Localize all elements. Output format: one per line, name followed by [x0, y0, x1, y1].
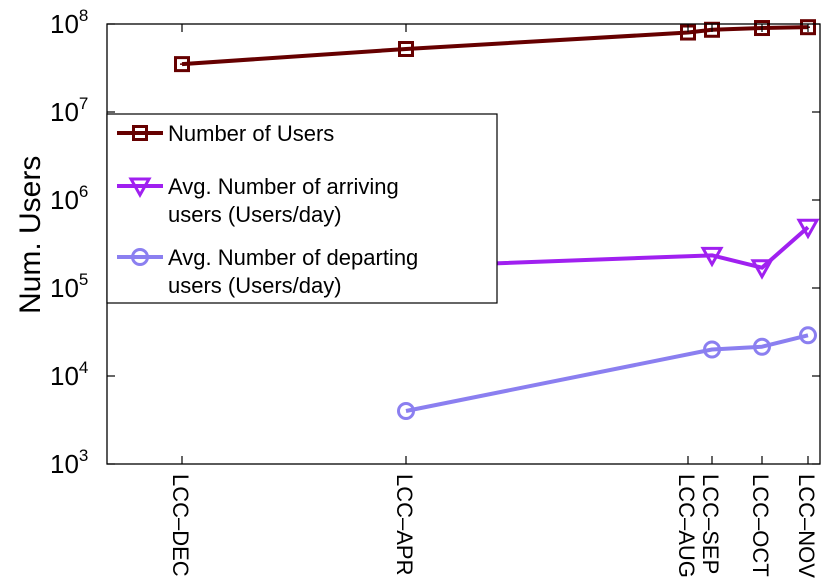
y-axis-label: Num. Users: [14, 156, 47, 314]
x-tick-label: LCC–DEC: [168, 474, 193, 577]
legend-box: [106, 113, 498, 304]
x-tick-label: LCC–APR: [392, 474, 417, 575]
legend-marker: [128, 177, 152, 199]
series-line: [405, 333, 809, 413]
data-point-marker: [754, 20, 770, 37]
legend-label: Avg. Number of arriving: [168, 174, 399, 199]
legend-entry: Number of Users: [117, 121, 334, 146]
data-point-marker: [397, 402, 415, 421]
x-tick-label: LCC–OCT: [748, 474, 773, 577]
y-tick-label: 106: [50, 182, 88, 215]
data-point-marker: [174, 56, 190, 73]
legend-label: Number of Users: [168, 121, 334, 146]
series-1: [174, 19, 816, 73]
data-point-marker: [799, 326, 817, 345]
y-tick-label: 103: [50, 446, 88, 479]
data-point-marker: [704, 21, 720, 38]
legend-label: users (Users/day): [168, 202, 342, 227]
legend-label: Avg. Number of departing: [168, 245, 418, 270]
series-3: [397, 326, 817, 421]
x-tick-label: LCC–SEP: [698, 474, 723, 574]
y-tick-label: 105: [50, 270, 88, 303]
data-point-marker: [796, 218, 820, 240]
legend: Number of Users Avg. Number of arriving us…: [106, 113, 498, 304]
legend-marker: [131, 248, 149, 266]
data-point-marker: [800, 19, 816, 36]
legend-entry: Avg. Number of departing users (Users/day…: [117, 245, 418, 298]
legend-entry: Avg. Number of arriving users (Users/day): [117, 174, 399, 227]
data-point-marker: [703, 340, 721, 359]
data-point-marker: [750, 259, 774, 280]
data-point-marker: [700, 246, 724, 268]
series-line: [405, 225, 810, 270]
legend-marker: [132, 125, 148, 141]
y-tick-label: 108: [50, 6, 88, 39]
legend-label: users (Users/day): [168, 273, 342, 298]
x-tick-label: LCC–AUG: [674, 474, 699, 578]
x-tick-label: LCC–NOV: [794, 474, 819, 578]
data-point-marker: [753, 337, 771, 356]
data-point-marker: [398, 40, 414, 57]
series-line: [181, 25, 809, 67]
y-tick-label: 107: [50, 94, 88, 127]
y-tick-label: 104: [50, 358, 88, 391]
